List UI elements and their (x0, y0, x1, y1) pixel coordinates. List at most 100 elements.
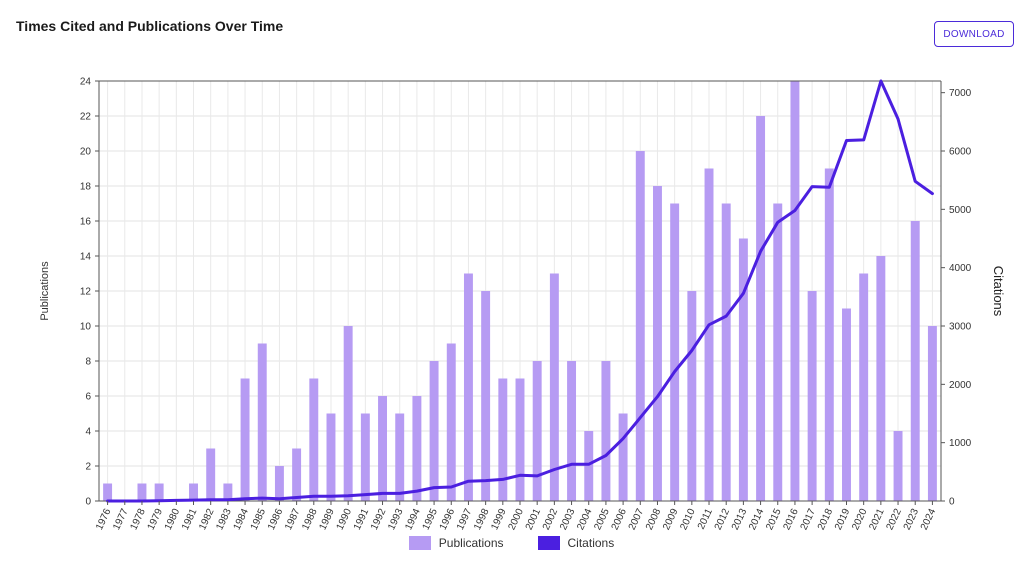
y2-tick-label: 2000 (949, 380, 972, 391)
point-citations-2008 (656, 395, 659, 398)
y-tick-label: 22 (80, 112, 92, 123)
y-tick-label: 0 (85, 497, 91, 508)
bar-publications-2019 (842, 308, 851, 501)
x-tick-label: 1996 (438, 507, 458, 532)
bar-publications-1976 (103, 483, 113, 501)
y2-tick-label: 7000 (949, 88, 972, 99)
x-tick-label: 1985 (249, 507, 269, 532)
bar-publications-2008 (653, 186, 662, 501)
point-citations-1995 (433, 486, 435, 489)
point-citations-2019 (845, 139, 848, 142)
legend-item-citations[interactable]: Citations (537, 536, 614, 550)
x-tick-label: 1977 (111, 507, 131, 532)
x-tick-label: 1998 (472, 507, 492, 532)
bar-publications-2023 (910, 221, 920, 501)
x-tick-label: 1984 (232, 507, 252, 532)
x-tick-label: 1993 (386, 507, 406, 532)
point-citations-2010 (691, 349, 693, 352)
x-tick-label: 2005 (592, 507, 612, 532)
y-tick-label: 12 (80, 287, 92, 298)
point-citations-2011 (708, 324, 710, 326)
bar-publications-2006 (618, 413, 628, 501)
point-citations-1980 (175, 499, 178, 502)
y2-tick-label: 1000 (949, 438, 972, 449)
y2-tick-label: 5000 (949, 205, 972, 216)
point-citations-1991 (364, 493, 367, 496)
point-citations-1999 (502, 478, 504, 481)
chart-legend: Publications Citations (0, 536, 1023, 550)
bar-publications-2012 (721, 203, 731, 501)
x-tick-label: 2017 (799, 507, 819, 532)
point-citations-1992 (381, 492, 384, 495)
point-citations-2009 (673, 370, 676, 373)
y2-tick-label: 0 (949, 497, 955, 508)
bar-publications-2009 (670, 203, 680, 501)
y2-tick-label: 6000 (949, 147, 972, 158)
bar-publications-1984 (240, 378, 250, 501)
y-axis-title: Publications (39, 261, 51, 321)
x-tick-label: 1983 (214, 507, 234, 532)
bar-publications-2004 (584, 431, 594, 501)
point-citations-2023 (914, 180, 917, 183)
x-tick-label: 2001 (524, 507, 544, 532)
point-citations-1996 (450, 486, 453, 488)
x-tick-label: 1992 (369, 507, 389, 532)
point-citations-2014 (759, 250, 762, 253)
x-tick-label: 1982 (197, 507, 217, 532)
x-tick-label: 2020 (850, 507, 870, 532)
x-tick-label: 1997 (455, 507, 475, 532)
legend-item-publications[interactable]: Publications (408, 536, 504, 550)
point-citations-1990 (347, 494, 349, 497)
bar-publications-2005 (601, 361, 611, 501)
point-citations-1982 (209, 499, 212, 501)
bar-publications-2003 (567, 361, 577, 501)
bar-publications-1987 (292, 448, 302, 501)
x-tick-label: 2000 (507, 507, 527, 532)
point-citations-2022 (897, 118, 899, 120)
y-tick-label: 18 (80, 182, 92, 193)
y2-axis-title: Citations (991, 266, 1006, 317)
x-tick-label: 2004 (575, 507, 595, 532)
y-tick-label: 24 (80, 77, 92, 88)
bar-publications-1978 (137, 483, 147, 501)
download-button[interactable]: DOWNLOAD (934, 21, 1014, 47)
x-tick-label: 2009 (661, 507, 681, 532)
x-tick-label: 1981 (180, 507, 200, 532)
x-tick-label: 1995 (421, 507, 441, 532)
point-citations-2016 (794, 209, 796, 212)
x-tick-label: 2008 (644, 507, 664, 532)
legend-swatch-publications (408, 536, 431, 550)
point-citations-2001 (536, 475, 538, 477)
point-citations-1985 (261, 497, 264, 499)
bar-publications-2020 (859, 273, 869, 501)
bar-publications-1994 (412, 396, 422, 501)
bar-publications-1983 (223, 483, 233, 501)
page-title: Times Cited and Publications Over Time (16, 18, 284, 34)
bar-publications-1997 (463, 273, 473, 501)
bar-publications-1979 (154, 483, 164, 501)
x-tick-label: 2007 (627, 507, 647, 532)
x-tick-label: 1999 (489, 507, 509, 532)
point-citations-2004 (587, 463, 590, 466)
bar-publications-2011 (704, 168, 714, 501)
y2-tick-label: 3000 (949, 322, 972, 333)
x-tick-label: 2019 (833, 507, 853, 532)
y-tick-label: 4 (85, 427, 91, 438)
bar-publications-1998 (481, 291, 491, 501)
x-tick-label: 1989 (317, 507, 337, 532)
bar-publications-1999 (498, 378, 508, 501)
legend-swatch-citations (537, 536, 560, 550)
bar-publications-2015 (773, 203, 783, 501)
x-tick-label: 1988 (300, 507, 320, 532)
point-citations-2021 (880, 80, 882, 82)
y-tick-label: 16 (80, 217, 92, 228)
x-tick-label: 2014 (747, 507, 767, 532)
x-tick-label: 1994 (403, 507, 423, 532)
bar-publications-1989 (326, 413, 336, 501)
y-tick-label: 10 (80, 322, 92, 333)
point-citations-2012 (725, 315, 728, 317)
point-citations-1984 (244, 497, 246, 500)
legend-label-publications: Publications (438, 536, 504, 550)
point-citations-2007 (639, 416, 642, 419)
